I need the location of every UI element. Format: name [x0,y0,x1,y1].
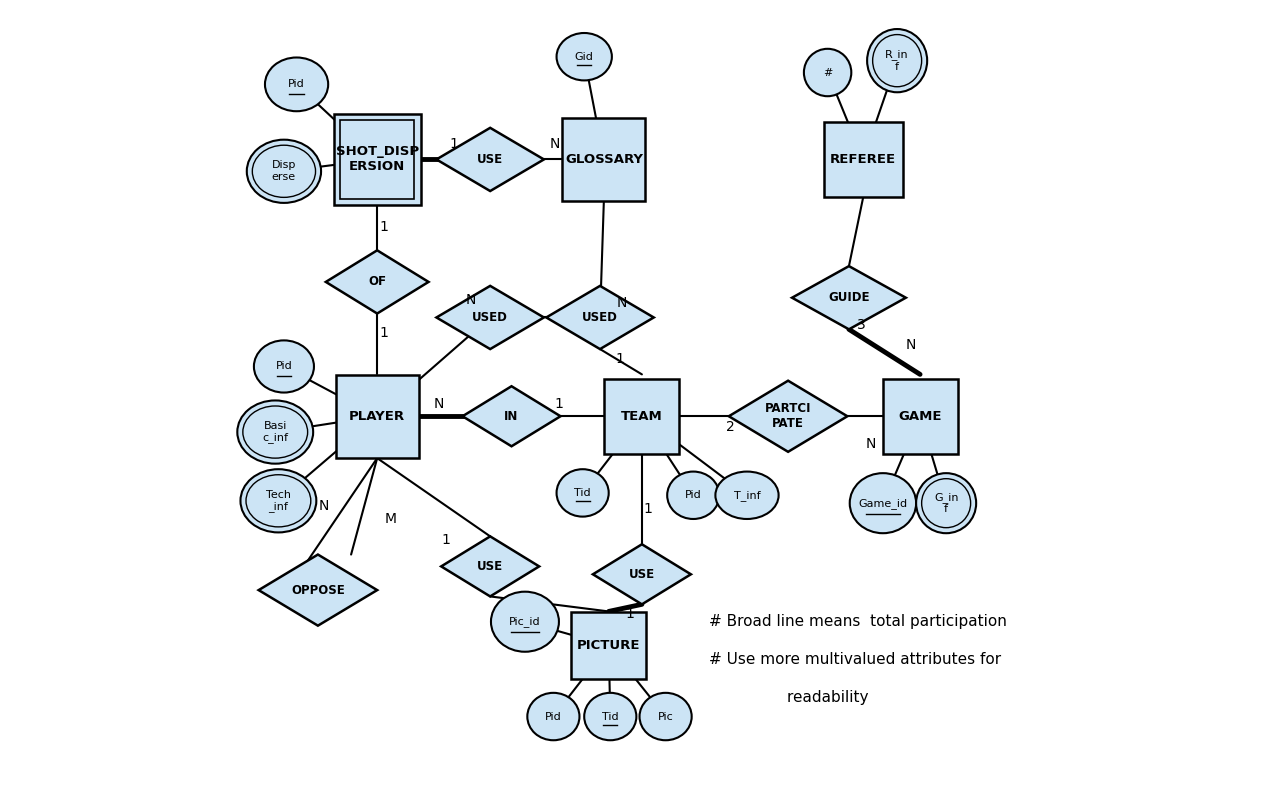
Text: Basi
c_inf: Basi c_inf [262,421,288,443]
Ellipse shape [667,472,719,519]
Ellipse shape [254,340,314,393]
Polygon shape [436,285,544,349]
Text: 1: 1 [379,326,388,340]
Ellipse shape [915,473,976,533]
Ellipse shape [804,49,851,96]
Polygon shape [441,536,539,596]
Ellipse shape [527,693,579,740]
FancyBboxPatch shape [333,114,421,205]
Text: SHOT_DISP
ERSION: SHOT_DISP ERSION [336,145,418,174]
Ellipse shape [265,58,328,111]
Text: Pid: Pid [288,79,304,90]
Text: Pic: Pic [658,711,673,722]
Text: USED: USED [472,311,508,324]
Text: 1: 1 [449,136,458,151]
FancyBboxPatch shape [571,612,647,679]
Text: Disp
erse: Disp erse [271,160,297,182]
FancyBboxPatch shape [883,379,957,454]
Text: 2: 2 [727,419,734,434]
Text: N: N [905,338,915,352]
FancyBboxPatch shape [336,375,418,458]
Ellipse shape [585,693,637,740]
Text: 1: 1 [625,607,634,621]
Ellipse shape [247,140,321,203]
Ellipse shape [491,592,559,652]
Text: 1: 1 [379,220,388,234]
Text: R_in
f: R_in f [885,49,909,72]
Text: 1: 1 [615,351,624,366]
Text: N: N [318,499,328,512]
Text: Pid: Pid [545,711,562,722]
Text: N: N [618,297,628,310]
Text: Pid: Pid [275,362,293,371]
Text: 1: 1 [554,397,563,412]
Text: OPPOSE: OPPOSE [292,584,345,596]
Text: Pic_id: Pic_id [510,616,540,627]
Text: Gid: Gid [574,52,593,62]
Ellipse shape [850,473,915,533]
Text: N: N [434,397,444,412]
Polygon shape [547,285,654,349]
Text: PARTCI
PATE: PARTCI PATE [765,402,812,431]
Text: # Broad line means  total participation: # Broad line means total participation [709,614,1007,629]
Text: 1: 1 [644,502,653,515]
Text: N: N [866,437,876,451]
FancyBboxPatch shape [824,122,903,197]
Text: GAME: GAME [898,410,942,423]
Text: USE: USE [629,568,656,580]
Text: N: N [550,136,560,151]
Ellipse shape [557,469,609,516]
Polygon shape [593,544,691,604]
Polygon shape [259,554,377,626]
Text: Tid: Tid [574,488,591,498]
Text: Pid: Pid [685,490,701,500]
Text: OF: OF [368,275,387,289]
Text: 3: 3 [857,318,866,332]
Text: GLOSSARY: GLOSSARY [566,153,643,166]
Text: 1: 1 [441,534,450,547]
Text: Game_id: Game_id [858,498,908,508]
Polygon shape [792,266,905,329]
Text: G_in
f: G_in f [935,492,959,515]
Text: Tech
_inf: Tech _inf [266,489,290,512]
Polygon shape [326,251,429,313]
Text: #: # [823,67,832,78]
FancyBboxPatch shape [605,379,680,454]
Text: REFEREE: REFEREE [831,153,896,166]
Text: USE: USE [477,560,503,573]
Polygon shape [463,386,560,446]
Text: IN: IN [505,410,519,423]
Text: # Use more multivalued attributes for: # Use more multivalued attributes for [709,652,1002,667]
Text: GUIDE: GUIDE [828,291,870,305]
Ellipse shape [867,29,927,92]
Polygon shape [436,128,544,191]
Text: Tid: Tid [602,711,619,722]
Ellipse shape [715,472,779,519]
Text: N: N [465,293,476,307]
Text: PLAYER: PLAYER [349,410,406,423]
Text: USED: USED [582,311,618,324]
Ellipse shape [241,469,316,532]
Text: readability: readability [709,690,869,705]
Ellipse shape [237,400,313,464]
Text: PICTURE: PICTURE [577,639,640,652]
Text: T_inf: T_inf [734,490,761,500]
Ellipse shape [557,33,612,80]
FancyBboxPatch shape [563,118,645,201]
Polygon shape [729,381,847,452]
Text: USE: USE [477,153,503,166]
Text: TEAM: TEAM [621,410,663,423]
Ellipse shape [639,693,691,740]
Text: M: M [384,512,397,526]
